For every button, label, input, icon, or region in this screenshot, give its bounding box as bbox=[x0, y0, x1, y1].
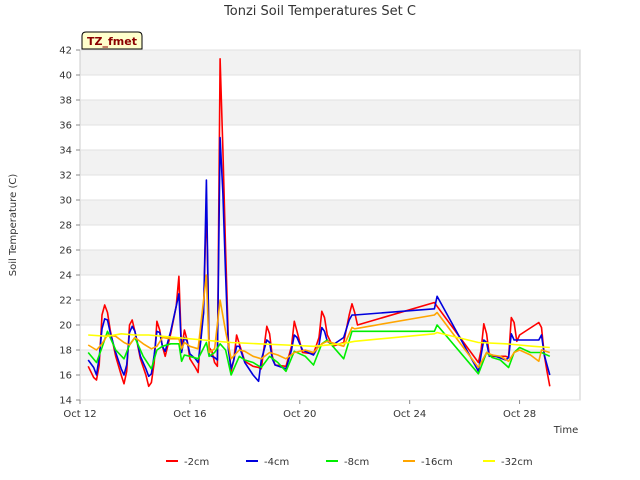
legend: -2cm -4cm -8cm -16cm -32cm bbox=[166, 457, 533, 468]
plot-band bbox=[80, 300, 580, 325]
y-tick-label: 42 bbox=[59, 46, 72, 57]
y-tick-label: 34 bbox=[59, 146, 72, 157]
y-tick-label: 14 bbox=[59, 396, 72, 407]
series-line-32cmcm-depth bbox=[88, 331, 550, 349]
x-axis: Oct 12 Oct 16 Oct 20 Oct 24 Oct 28 bbox=[63, 400, 536, 420]
x-tick-label: Oct 20 bbox=[283, 409, 316, 420]
plot-background-bands bbox=[80, 50, 580, 400]
series-line-4cmcm-depth bbox=[87, 136, 551, 383]
legend-label: -8cm bbox=[344, 457, 369, 468]
plot-band bbox=[80, 200, 580, 225]
plot-band bbox=[80, 250, 580, 275]
plot-band bbox=[80, 150, 580, 175]
x-axis-label: Time bbox=[553, 425, 578, 436]
y-tick-label: 38 bbox=[59, 96, 72, 107]
x-tick-label: Oct 16 bbox=[173, 409, 206, 420]
x-tick-label: Oct 28 bbox=[503, 409, 536, 420]
chart-title: Tonzi Soil Temperatures Set C bbox=[223, 4, 416, 19]
y-tick-label: 18 bbox=[59, 346, 72, 357]
y-tick-label: 36 bbox=[59, 121, 72, 132]
series-line-8cmcm-depth bbox=[87, 324, 551, 376]
plot-band bbox=[80, 350, 580, 375]
y-tick-label: 26 bbox=[59, 246, 72, 257]
y-tick-label: 24 bbox=[59, 271, 72, 282]
y-axis: 14 16 18 20 22 24 26 28 30 32 34 36 38 40 42 bbox=[59, 46, 580, 407]
plot-band bbox=[80, 375, 580, 400]
plot-band bbox=[80, 225, 580, 250]
y-tick-label: 20 bbox=[59, 321, 72, 332]
legend-label: -16cm bbox=[421, 457, 453, 468]
legend-label: -32cm bbox=[501, 457, 533, 468]
x-tick-label: Oct 12 bbox=[63, 409, 96, 420]
x-tick-label: Oct 24 bbox=[393, 409, 426, 420]
y-tick-label: 30 bbox=[59, 196, 72, 207]
site-badge: TZ_fmet bbox=[81, 31, 143, 50]
plot-band bbox=[80, 50, 580, 75]
y-tick-label: 16 bbox=[59, 371, 72, 382]
plot-band bbox=[80, 100, 580, 125]
site-badge-box bbox=[81, 31, 143, 50]
y-tick-label: 32 bbox=[59, 171, 72, 182]
plot-band bbox=[80, 75, 580, 100]
legend-label: -4cm bbox=[264, 457, 289, 468]
y-tick-label: 22 bbox=[59, 296, 72, 307]
series-group bbox=[87, 57, 551, 388]
plot-band bbox=[80, 275, 580, 300]
y-tick-label: 40 bbox=[59, 71, 72, 82]
plot-band bbox=[80, 175, 580, 200]
series-line-16cmcm-depth bbox=[87, 274, 551, 369]
y-axis-label: Soil Temperature (C) bbox=[8, 174, 19, 277]
legend-label: -2cm bbox=[184, 457, 209, 468]
y-tick-label: 28 bbox=[59, 221, 72, 232]
site-badge-text: TZ_fmet bbox=[87, 35, 137, 48]
plot-band bbox=[80, 125, 580, 150]
